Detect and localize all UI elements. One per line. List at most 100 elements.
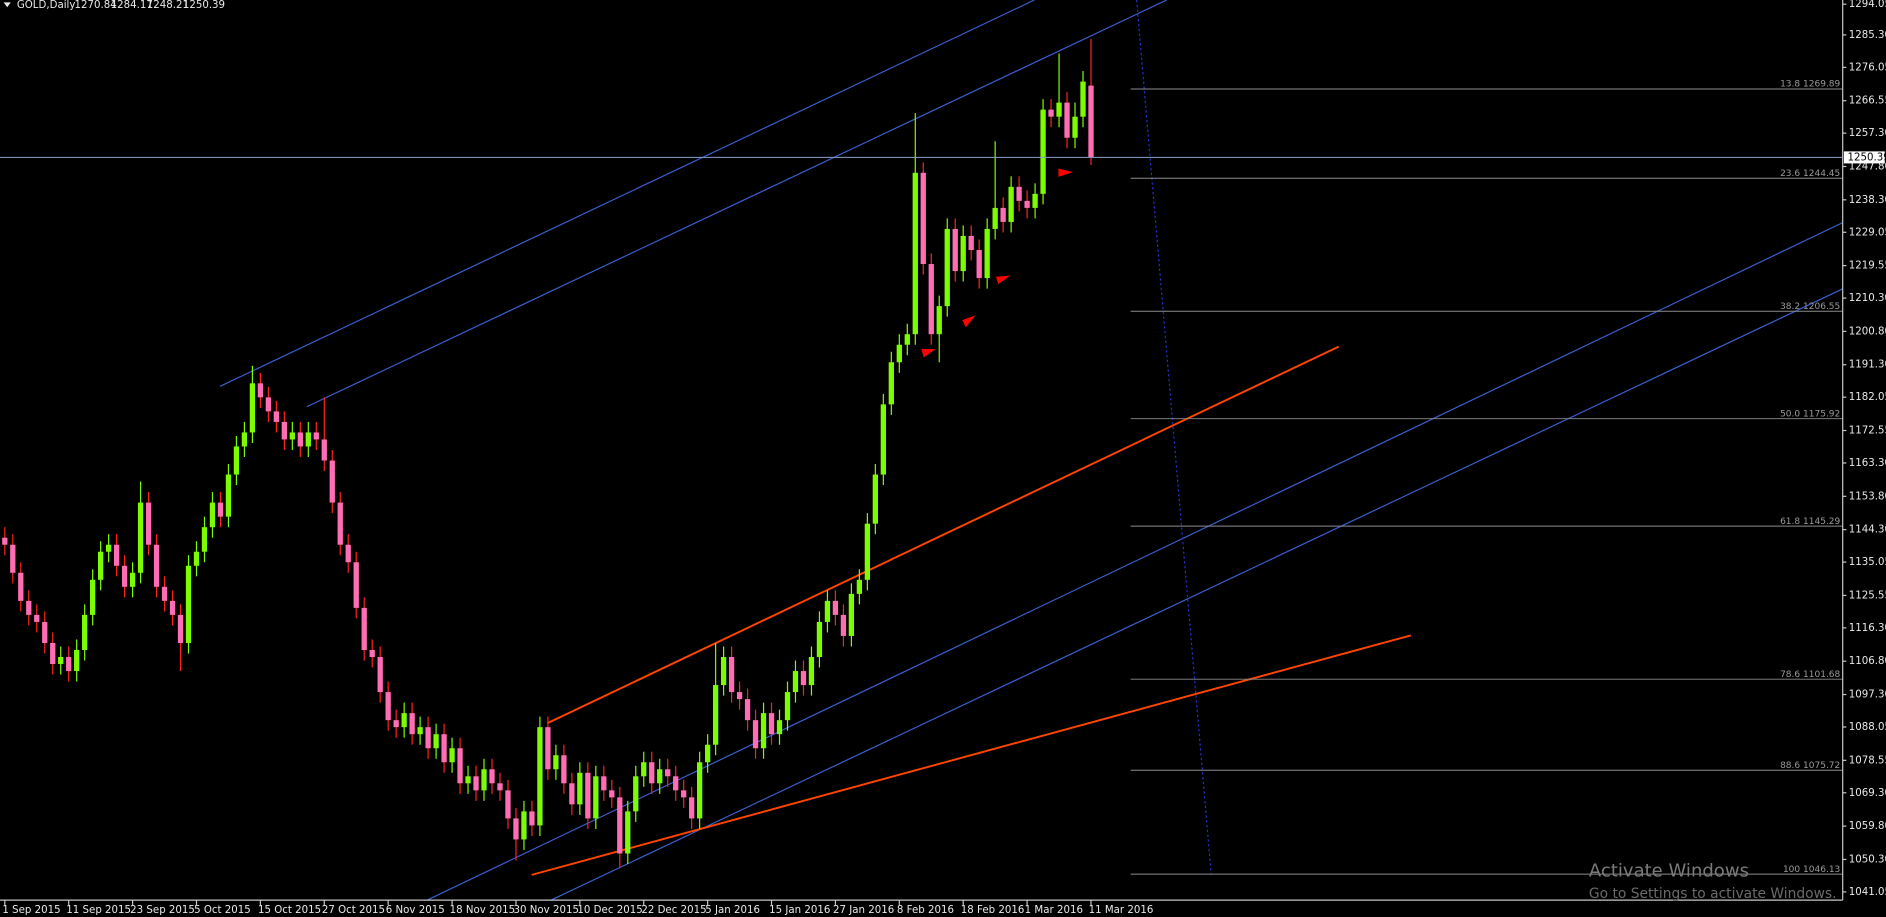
candle-body <box>98 551 104 580</box>
candle-body <box>936 306 942 335</box>
candle-body <box>553 755 559 770</box>
watermark-title: Activate Windows <box>1589 860 1749 881</box>
candle-body <box>74 649 80 672</box>
y-tick-label: 1078.55 <box>1849 755 1886 766</box>
candles <box>2 38 1094 868</box>
candle-body <box>760 713 767 749</box>
candle-body <box>377 657 383 693</box>
candle-body <box>241 432 248 447</box>
y-tick-label: 1266.55 <box>1849 96 1886 107</box>
y-tick-label: 1247.80 <box>1849 161 1886 172</box>
arrow <box>921 348 936 358</box>
candle-body <box>569 783 575 805</box>
candle-body <box>26 600 32 615</box>
y-tick-label: 1116.30 <box>1849 623 1886 634</box>
candle-body <box>537 727 543 826</box>
candle-body <box>665 769 671 777</box>
y-tick-label: 1276.05 <box>1849 62 1886 73</box>
candle-body <box>121 565 128 587</box>
candle-body <box>66 657 72 672</box>
candle-body <box>816 621 823 658</box>
candle-body <box>601 776 607 791</box>
candle-body <box>896 344 902 363</box>
candle-body <box>417 727 423 735</box>
candle-body <box>681 790 687 798</box>
candle-body <box>1088 85 1094 158</box>
candle-body <box>177 614 184 643</box>
fib-label: 88.6 1075.72 <box>1780 761 1840 771</box>
y-tick-label: 1097.30 <box>1849 690 1886 701</box>
candle-body <box>593 776 599 819</box>
candle-body <box>641 762 647 777</box>
y-tick-label: 1238.30 <box>1849 195 1886 206</box>
watermark-subtitle: Go to Settings to activate Windows. <box>1589 886 1837 902</box>
x-tick-label: 30 Nov 2015 <box>514 905 579 916</box>
candle-body <box>105 544 112 552</box>
ohlc-high: 1284.17 <box>111 0 153 11</box>
symbol-title: GOLD,Daily <box>17 0 76 11</box>
candle-body <box>1072 116 1078 138</box>
ohlc-open: 1270.84 <box>75 0 117 11</box>
candle-body <box>185 565 192 643</box>
candle-body <box>888 362 894 405</box>
candle-body <box>960 235 966 272</box>
candle-body <box>824 600 831 622</box>
candle-body <box>145 502 152 545</box>
y-tick-label: 1257.30 <box>1849 128 1886 139</box>
candle-body <box>58 657 64 665</box>
candle-body <box>345 544 351 563</box>
x-tick-label: 5 Oct 2015 <box>194 905 251 916</box>
ohlc-low: 1248.21 <box>147 0 189 11</box>
candle-body <box>545 727 551 770</box>
candle-body <box>928 264 934 335</box>
arrow <box>962 315 976 328</box>
fib-label: 50.0 1175.92 <box>1780 409 1840 419</box>
candle-body <box>712 685 719 745</box>
candle-body <box>137 502 144 573</box>
candle-body <box>633 776 639 812</box>
candle-body <box>1064 102 1070 138</box>
candle-body <box>577 772 583 805</box>
candle-body <box>505 790 511 819</box>
y-tick-label: 1135.05 <box>1849 557 1886 568</box>
candle-body <box>880 404 886 475</box>
candle-body <box>473 776 479 791</box>
candle-body <box>209 502 216 528</box>
y-tick-label: 1172.55 <box>1849 426 1886 437</box>
candle-body <box>744 699 751 721</box>
candle-body <box>649 762 655 784</box>
candle-body <box>217 502 224 517</box>
channel-line <box>426 222 1843 901</box>
candle-body <box>609 790 615 798</box>
y-tick-label: 1088.05 <box>1849 722 1886 733</box>
candle-body <box>1040 109 1046 194</box>
candle-body <box>617 797 623 854</box>
x-tick-label: 11 Mar 2016 <box>1089 905 1154 916</box>
y-tick-label: 1125.55 <box>1849 590 1886 601</box>
candle-body <box>249 383 256 433</box>
candle-body <box>497 783 503 791</box>
y-tick-label: 1059.80 <box>1849 821 1886 832</box>
channel-line <box>219 0 1035 387</box>
candle-body <box>113 544 120 566</box>
candle-body <box>353 562 359 608</box>
candle-body <box>1024 200 1030 208</box>
candle-body <box>704 744 711 763</box>
candle-body <box>856 579 863 594</box>
candle-body <box>784 692 791 721</box>
x-tick-label: 18 Nov 2015 <box>450 905 515 916</box>
candle-body <box>864 523 871 580</box>
candle-body <box>720 657 727 686</box>
candle-body <box>585 772 591 819</box>
y-tick-label: 1041.05 <box>1849 887 1886 898</box>
candle-body <box>201 527 208 552</box>
candle-body <box>984 228 990 279</box>
candle-body <box>832 600 839 615</box>
y-tick-label: 1200.80 <box>1849 326 1886 337</box>
candle-body <box>1016 186 1022 201</box>
y-tick-label: 1229.05 <box>1849 227 1886 238</box>
candle-body <box>521 811 527 840</box>
fib-label: 78.6 1101.68 <box>1780 670 1840 680</box>
candle-body <box>90 579 96 615</box>
